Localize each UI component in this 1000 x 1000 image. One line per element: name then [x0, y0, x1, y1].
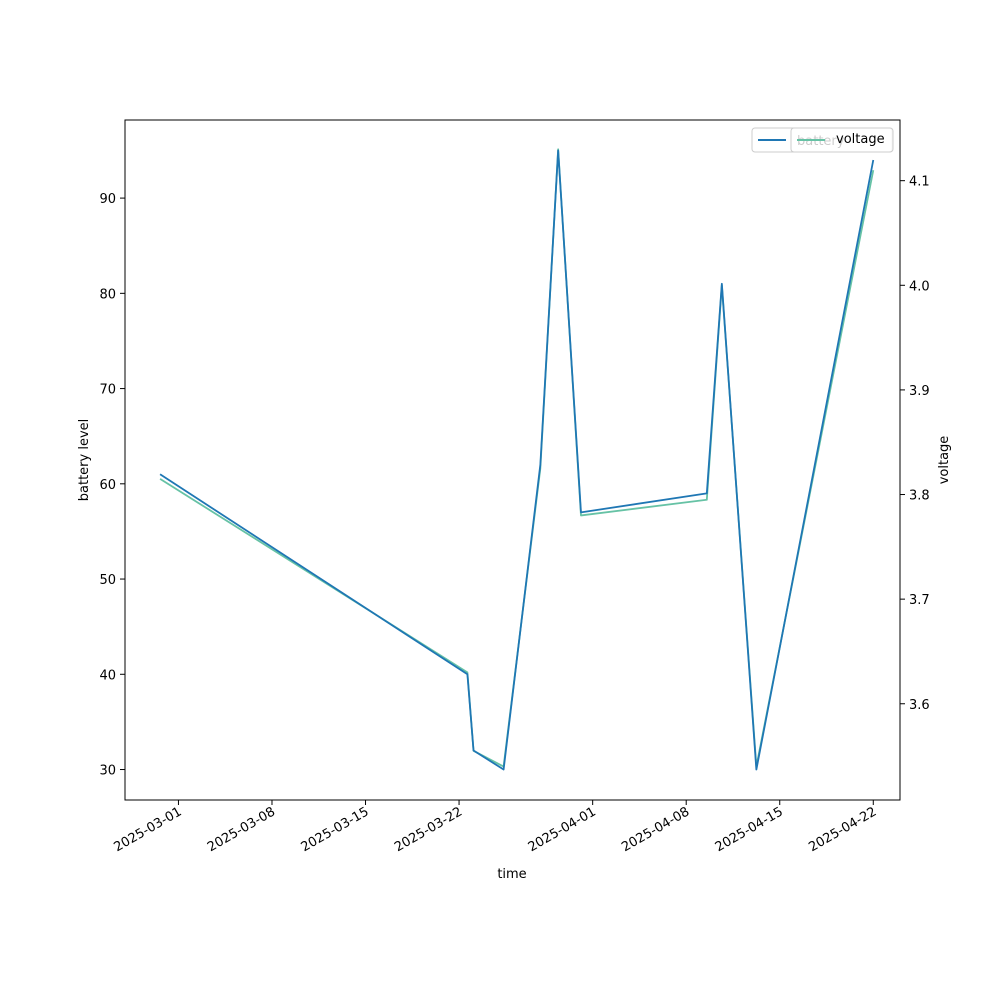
- y2-tick-label: 4.0: [909, 279, 930, 294]
- x-tick-label: 2025-03-01: [112, 804, 185, 855]
- legend-voltage: voltage: [790, 127, 894, 153]
- y-axis-left: 30 40 50 60 70 80 90: [99, 192, 125, 779]
- x-tick-label: 2025-03-15: [299, 804, 372, 855]
- x-tick-label: 2025-04-22: [806, 804, 879, 855]
- y2-tick-label: 3.9: [909, 384, 930, 399]
- y-tick-label: 60: [99, 478, 116, 493]
- x-tick-label: 2025-04-08: [619, 804, 692, 855]
- x-tick-label: 2025-04-01: [526, 804, 599, 855]
- y-tick-label: 50: [99, 573, 116, 588]
- x-tick-label: 2025-03-08: [205, 804, 278, 855]
- legend-voltage-label: voltage: [836, 132, 885, 147]
- y-axis-right: 3.6 3.7 3.8 3.9 4.0 4.1: [900, 175, 930, 713]
- x-axis: 2025-03-01 2025-03-08 2025-03-15 2025-03-22…: [112, 800, 879, 855]
- y-tick-label: 30: [99, 764, 116, 779]
- y-axis-label: battery level: [77, 419, 92, 502]
- y2-tick-label: 3.7: [909, 593, 930, 608]
- y-tick-label: 40: [99, 668, 116, 683]
- y-tick-label: 90: [99, 192, 116, 207]
- plot-area: [125, 120, 900, 800]
- x-tick-label: 2025-04-15: [713, 804, 786, 855]
- x-tick-label: 2025-03-22: [392, 804, 465, 855]
- y2-axis-label: voltage: [937, 436, 952, 485]
- y2-tick-label: 3.6: [909, 698, 930, 713]
- y2-tick-label: 3.8: [909, 489, 930, 504]
- legend-voltage-box: [790, 127, 894, 153]
- y-tick-label: 70: [99, 383, 116, 398]
- series-layer: [159, 148, 875, 771]
- y-tick-label: 80: [99, 287, 116, 302]
- y2-tick-label: 4.1: [909, 175, 930, 190]
- x-axis-label: time: [497, 867, 526, 882]
- plot-frame: [124, 119, 901, 801]
- series-line-battery: [159, 149, 875, 771]
